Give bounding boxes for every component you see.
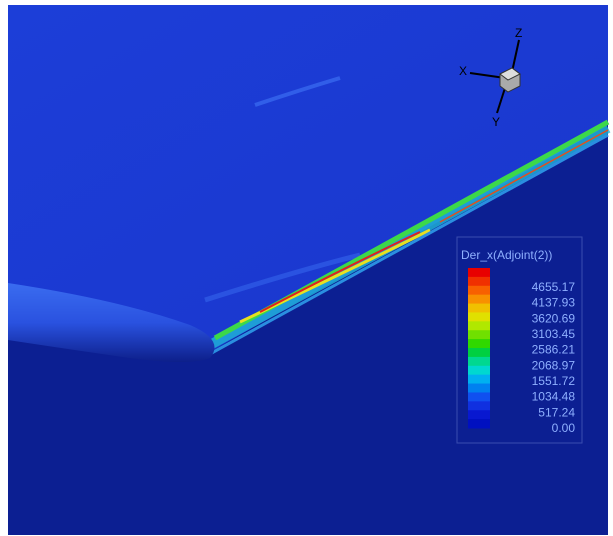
colorbar-band: [468, 384, 490, 393]
colorbar-band: [468, 277, 490, 286]
colorbar-band: [468, 392, 490, 401]
axis-label: Y: [492, 115, 500, 129]
axis-label: X: [459, 64, 467, 78]
colorbar-band: [468, 410, 490, 419]
legend-level: 517.24: [538, 405, 575, 419]
legend-level: 3103.45: [532, 327, 576, 341]
legend-level: 2586.21: [532, 343, 576, 357]
colorbar-band: [468, 304, 490, 313]
legend-level: 2068.97: [532, 358, 576, 372]
contour-plot: X Z Y Der_x(Adjoint(2)) 4655.17 4137.9336…: [0, 0, 613, 536]
axis-label: Z: [515, 26, 522, 40]
legend-title: Der_x(Adjoint(2)): [461, 248, 552, 262]
colorbar-band: [468, 268, 490, 277]
legend-level: 4655.17: [532, 280, 576, 294]
colorbar-band: [468, 357, 490, 366]
colorbar-band: [468, 312, 490, 321]
colorbar-band: [468, 419, 490, 428]
colorbar-band: [468, 295, 490, 304]
viewer: X Z Y Der_x(Adjoint(2)) 4655.17 4137.9336…: [0, 0, 613, 536]
colorbar-band: [468, 366, 490, 375]
colorbar-band: [468, 348, 490, 357]
legend-level: 1551.72: [532, 374, 576, 388]
colorbar-band: [468, 375, 490, 384]
colorbar-band: [468, 401, 490, 410]
legend-level: 1034.48: [532, 390, 576, 404]
legend-level: 3620.69: [532, 311, 576, 325]
legend-level: 0.00: [552, 421, 576, 435]
legend-level: 4137.93: [532, 296, 576, 310]
colorbar-band: [468, 339, 490, 348]
colorbar-band: [468, 286, 490, 295]
colorbar-band: [468, 330, 490, 339]
colorbar-band: [468, 321, 490, 330]
